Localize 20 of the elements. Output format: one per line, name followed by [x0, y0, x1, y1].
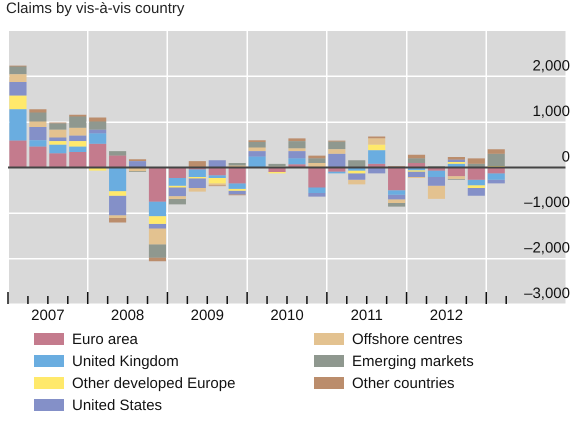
y-tick-label: 1,000 — [532, 103, 570, 120]
x-tick-label: 2010 — [270, 307, 304, 324]
legend-label: Other countries — [352, 374, 455, 392]
y-tick-label: –1,000 — [524, 194, 570, 212]
x-tick-label: 2012 — [430, 307, 464, 324]
legend-label: Emerging markets — [352, 352, 474, 370]
y-tick-label: 2,000 — [532, 58, 570, 75]
legend-label: United States — [72, 396, 162, 414]
x-tick-label: 2009 — [190, 307, 224, 324]
legend-label: Offshore centres — [352, 330, 463, 348]
legend-label: United Kingdom — [72, 352, 179, 370]
legend-label: Other developed Europe — [72, 374, 236, 392]
y-tick-label: –2,000 — [524, 240, 570, 257]
y-tick-label: –3,000 — [524, 285, 570, 302]
legend-label: Euro area — [72, 330, 138, 348]
y-tick-label: 0 — [562, 148, 570, 166]
chart-title: Claims by vis-à-vis country — [5, 0, 186, 18]
x-tick-label: 2008 — [110, 307, 144, 324]
x-tick-label: 2011 — [350, 307, 383, 324]
x-tick-label: 2007 — [31, 307, 65, 324]
